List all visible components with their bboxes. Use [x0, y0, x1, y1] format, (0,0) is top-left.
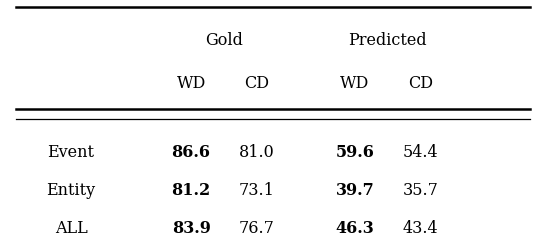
Text: 46.3: 46.3	[336, 220, 374, 237]
Text: 59.6: 59.6	[335, 144, 375, 161]
Text: CD: CD	[244, 75, 269, 92]
Text: WD: WD	[176, 75, 206, 92]
Text: 43.4: 43.4	[402, 220, 438, 237]
Text: 35.7: 35.7	[402, 182, 438, 199]
Text: CD: CD	[408, 75, 433, 92]
Text: 39.7: 39.7	[336, 182, 374, 199]
Text: Predicted: Predicted	[348, 32, 427, 49]
Text: 83.9: 83.9	[171, 220, 211, 237]
Text: WD: WD	[340, 75, 370, 92]
Text: 81.2: 81.2	[171, 182, 211, 199]
Text: 86.6: 86.6	[171, 144, 211, 161]
Text: Gold: Gold	[205, 32, 243, 49]
Text: ALL: ALL	[55, 220, 87, 237]
Text: Entity: Entity	[46, 182, 96, 199]
Text: 76.7: 76.7	[239, 220, 275, 237]
Text: 81.0: 81.0	[239, 144, 275, 161]
Text: Event: Event	[48, 144, 94, 161]
Text: 73.1: 73.1	[239, 182, 275, 199]
Text: 54.4: 54.4	[402, 144, 438, 161]
